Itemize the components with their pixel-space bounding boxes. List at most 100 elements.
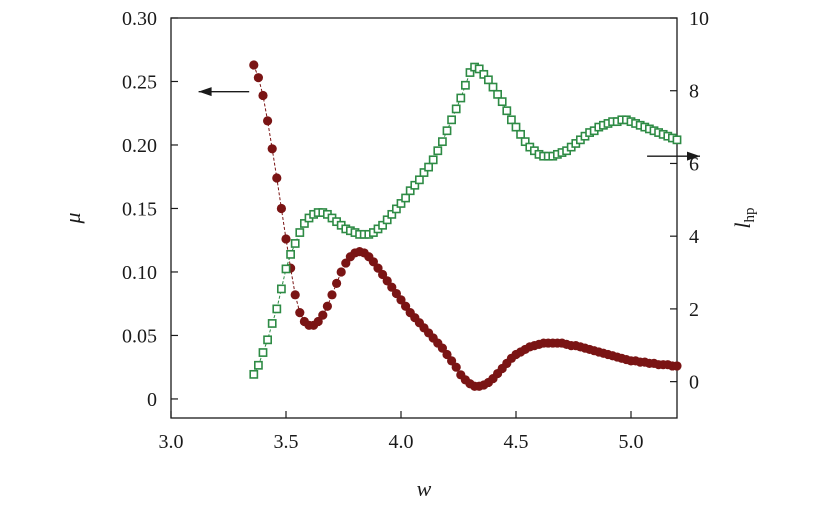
series-1-point [396, 199, 406, 208]
series-1-point [506, 115, 516, 125]
annotations [198, 87, 700, 161]
series-0-point [382, 276, 392, 286]
y-left-tick-label: 0 [147, 389, 157, 411]
series-1-point [286, 249, 295, 259]
series-0-point [396, 295, 406, 305]
y-axis-left: 0 0.05 0.10 0.15 0.20 0.25 0.30 [122, 8, 178, 411]
series-0-point [378, 269, 388, 280]
series-1-line [253, 66, 678, 375]
series-1-point [290, 239, 300, 248]
series-0-point [442, 349, 452, 360]
series-0-point [318, 310, 328, 320]
series-0-point [258, 90, 268, 101]
y-left-tick-label: 0.05 [122, 325, 157, 347]
series-1-point [488, 82, 498, 92]
series-1-point [254, 360, 263, 370]
series-1-point [272, 304, 282, 314]
y-axis-right-title-sub: hp [742, 207, 758, 222]
series-1-point [493, 89, 502, 99]
y-left-tick-label: 0.10 [122, 262, 157, 284]
series-0-point [451, 362, 461, 372]
series-0-point [263, 116, 273, 126]
y-right-tick-label: 6 [689, 153, 699, 175]
x-tick-label: 3.0 [159, 431, 184, 453]
series-1-point [299, 219, 309, 228]
series-1-point [428, 155, 438, 165]
y-left-tick-label: 0.30 [122, 8, 157, 30]
series-1-point [456, 93, 466, 103]
y-right-tick-label: 4 [689, 226, 699, 248]
series-0-point [387, 282, 397, 292]
series-0-point [327, 290, 337, 300]
y-right-tick-label: 8 [689, 81, 699, 103]
series-0-point [313, 316, 323, 327]
series-0-point [295, 308, 305, 318]
series-1-point [281, 264, 291, 274]
y-left-tick-label: 0.20 [122, 135, 157, 157]
series-0-point [437, 343, 447, 353]
series-1-point [419, 168, 429, 177]
series-1-point [410, 180, 420, 190]
series-1-point [382, 215, 392, 225]
series-0-point [322, 301, 332, 311]
series-1-point [437, 137, 447, 147]
series-0-point [281, 234, 291, 244]
y-axis-right-title: lhp [730, 207, 758, 228]
series-marks [249, 60, 682, 391]
series-1-point [276, 284, 286, 294]
series-1-point [442, 126, 452, 136]
series-1-point [263, 335, 272, 345]
series-0-point [332, 278, 342, 288]
series-1-point [479, 69, 489, 79]
series-1-point [267, 319, 277, 328]
series-1-point [516, 129, 525, 139]
series-1-point [405, 186, 415, 196]
y-right-tick-label: 10 [689, 8, 709, 30]
series-0-point [672, 361, 682, 371]
y-left-tick-label: 0.15 [122, 198, 157, 220]
series-1-point [249, 369, 259, 379]
series-1-point [460, 80, 470, 90]
series-lines [253, 64, 678, 387]
series-1-point [414, 175, 424, 185]
x-tick-label: 3.5 [274, 431, 299, 453]
series-0-point [447, 356, 457, 366]
series-1-point [483, 75, 493, 85]
series-1-point [474, 64, 484, 74]
y-left-tick-label: 0.25 [122, 71, 157, 93]
axis-indicator-arrowhead-right [687, 151, 700, 161]
series-1-point [401, 193, 410, 203]
series-1-point [511, 122, 521, 132]
series-0-point [336, 267, 346, 277]
y-axis-right-title-main: l [730, 222, 755, 228]
axis-indicator-arrowhead-left [198, 87, 212, 97]
y-right-tick-label: 0 [689, 372, 699, 394]
series-1-point [520, 137, 530, 147]
y-axis-right: 0 2 4 6 8 10 [670, 8, 709, 394]
series-0-point [290, 290, 300, 300]
x-axis: 3.0 3.5 4.0 4.5 5.0 [159, 411, 644, 453]
series-1-point [295, 228, 305, 237]
x-axis-title: w [417, 476, 432, 501]
series-1-point [447, 115, 456, 125]
series-0-point [401, 301, 411, 311]
series-0-point [253, 73, 263, 83]
series-0-point [373, 263, 383, 273]
series-0-point [267, 144, 277, 154]
series-1-point [391, 204, 401, 214]
x-tick-label: 5.0 [619, 431, 644, 453]
y-axis-left-title: μ [60, 212, 85, 224]
plot-frame [170, 17, 678, 419]
series-1-point [451, 104, 461, 114]
series-0-point [272, 173, 282, 183]
series-1-point [497, 97, 507, 107]
series-1-point [378, 220, 387, 230]
series-0-point [391, 288, 401, 299]
series-1-point [387, 209, 397, 219]
series-1-point [424, 162, 433, 172]
series-0-point [276, 203, 286, 214]
x-tick-label: 4.5 [504, 431, 529, 453]
series-0-point [249, 60, 259, 70]
series-0-line [253, 64, 677, 387]
